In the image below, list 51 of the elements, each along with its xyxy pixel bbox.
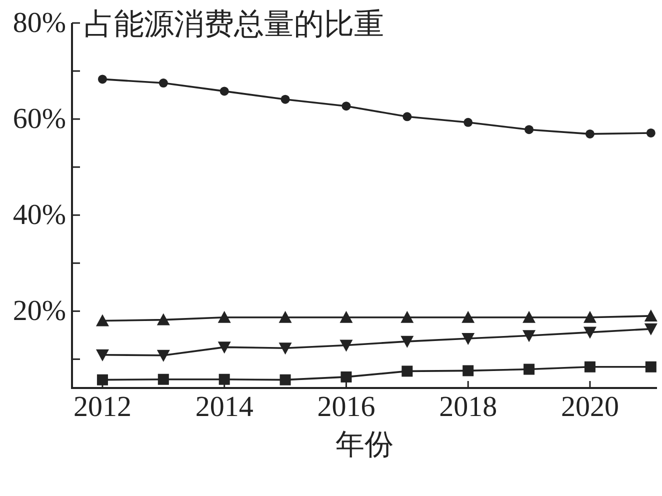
- point: [522, 330, 536, 342]
- point: [583, 310, 596, 323]
- point: [220, 86, 229, 96]
- point: [462, 333, 475, 346]
- point: [646, 128, 656, 138]
- point: [462, 310, 475, 323]
- point: [464, 118, 473, 127]
- point: [218, 310, 231, 323]
- point: [400, 336, 414, 348]
- y-tick-label: 40%: [12, 199, 66, 232]
- y-tick-label: 80%: [12, 7, 66, 39]
- point: [400, 310, 414, 323]
- x-tick-label: 2014: [195, 391, 254, 423]
- point: [522, 310, 536, 323]
- point: [218, 374, 230, 385]
- point: [524, 125, 534, 134]
- chart-title: 占能源消费总量的比重: [84, 8, 384, 41]
- x-tick-label: 2012: [73, 391, 132, 423]
- x-tick-label: 2018: [439, 391, 498, 423]
- point: [96, 314, 109, 326]
- point: [644, 309, 658, 322]
- point: [278, 342, 292, 355]
- point: [156, 350, 170, 362]
- point: [342, 102, 351, 111]
- x-tick-label: 2020: [560, 391, 619, 423]
- point: [644, 323, 658, 336]
- point: [402, 366, 413, 377]
- point: [584, 361, 596, 372]
- point: [645, 361, 656, 372]
- point: [218, 342, 231, 354]
- point: [98, 74, 107, 84]
- point: [583, 326, 596, 339]
- x-axis-title: 年份: [336, 429, 394, 461]
- point: [280, 374, 291, 386]
- point: [158, 374, 169, 385]
- point: [340, 310, 353, 323]
- point: [402, 112, 412, 122]
- point: [462, 365, 474, 376]
- point: [340, 340, 353, 352]
- point: [96, 349, 109, 362]
- point: [524, 364, 535, 375]
- point: [585, 129, 594, 138]
- point: [278, 310, 292, 323]
- y-tick-label: 60%: [12, 103, 66, 136]
- x-tick-label: 2016: [317, 391, 376, 423]
- point: [158, 78, 168, 88]
- point: [96, 374, 108, 386]
- point: [280, 94, 290, 104]
- y-tick-label: 20%: [12, 295, 66, 328]
- point: [340, 371, 352, 382]
- point: [156, 313, 170, 326]
